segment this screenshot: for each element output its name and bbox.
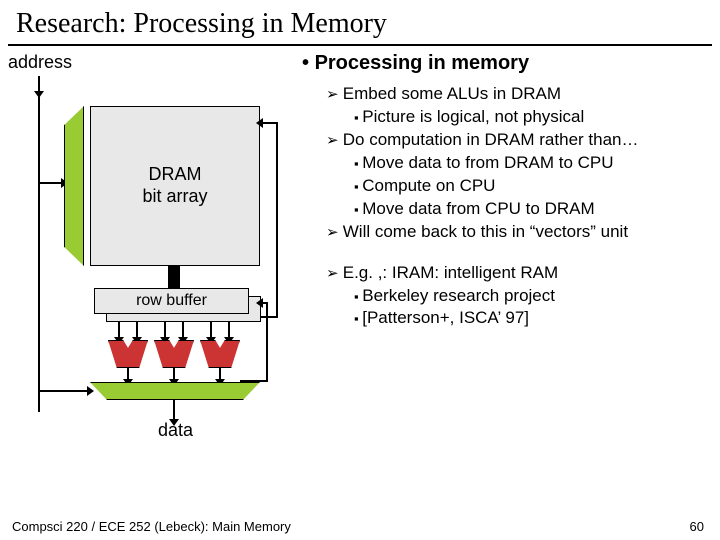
data-label: data: [158, 420, 193, 441]
slide-title: Research: Processing in Memory: [0, 0, 720, 44]
title-underline: [8, 44, 712, 46]
content-area: address DRAM bit array row buffer row bu…: [0, 52, 720, 462]
wire-rb-alu-2b: [182, 322, 184, 338]
alu-3: [200, 340, 240, 368]
footer: Compsci 220 / ECE 252 (Lebeck): Main Mem…: [12, 519, 704, 534]
bullet-l1-a: Embed some ALUs in DRAM: [326, 83, 712, 106]
bullet-l1-d: E.g. ,: IRAM: intelligent RAM: [326, 262, 712, 285]
alu-2: [154, 340, 194, 368]
bullet-l2-d2: [Patterson+, ISCA’ 97]: [354, 307, 712, 330]
alu-1: [108, 340, 148, 368]
wire-rb-alu-1: [118, 322, 120, 338]
wire-addr-to-mux: [38, 390, 88, 392]
bullet-l2-b2: Compute on CPU: [354, 175, 712, 198]
wire-dram-to-rowbuf: [168, 266, 180, 288]
footer-left: Compsci 220 / ECE 252 (Lebeck): Main Mem…: [12, 519, 291, 534]
dram-bit-array: DRAM bit array: [90, 106, 260, 266]
bullet-l1-b: Do computation in DRAM rather than…: [326, 129, 712, 152]
column-mux: [90, 382, 260, 400]
wire-feedback-far-v: [276, 122, 278, 318]
bullet-l2-d1: Berkeley research project: [354, 285, 712, 308]
wire-rb-alu-2: [164, 322, 166, 338]
bullet-l2-a1: Picture is logical, not physical: [354, 106, 712, 129]
bullet-l2-b1: Move data to from DRAM to CPU: [354, 152, 712, 175]
wire-feedback-into-rb: [262, 302, 268, 304]
wire-address-left-down: [38, 92, 40, 412]
wire-feedback-into-dram: [262, 122, 278, 124]
row-decoder: [64, 106, 84, 266]
wire-to-decoder: [38, 182, 62, 184]
bullet-l1-c: Will come back to this in “vectors” unit: [326, 221, 712, 244]
wire-feedback-bottom-h: [240, 380, 268, 382]
bullet-l2-b3: Move data from CPU to DRAM: [354, 198, 712, 221]
wire-data-out: [173, 400, 175, 420]
wire-alu-mux-2: [173, 368, 175, 380]
wire-feedback-right-v: [266, 302, 268, 382]
bullet-spacer: [302, 244, 712, 262]
wire-address-in: [38, 76, 40, 92]
row-buffer-front: row buffer: [94, 288, 249, 314]
wire-rb-alu-3b: [228, 322, 230, 338]
bullet-heading: Processing in memory: [302, 52, 712, 75]
diagram: address DRAM bit array row buffer row bu…: [8, 52, 298, 462]
wire-alu-mux-1: [127, 368, 129, 380]
footer-page-number: 60: [690, 519, 704, 534]
wire-rb-alu-1b: [136, 322, 138, 338]
wire-rb-alu-3: [210, 322, 212, 338]
address-label: address: [8, 52, 72, 73]
bullet-column: Processing in memory Embed some ALUs in …: [298, 52, 712, 462]
wire-feedback-branch: [260, 316, 278, 318]
wire-alu-mux-3: [219, 368, 221, 380]
